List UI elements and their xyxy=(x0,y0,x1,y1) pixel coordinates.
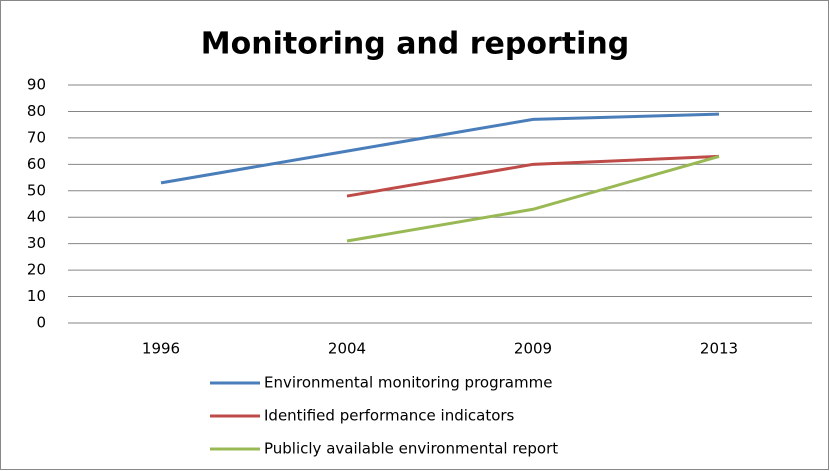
legend-label: Environmental monitoring programme xyxy=(264,374,552,392)
x-tick-label: 1996 xyxy=(142,340,180,358)
y-tick-label: 80 xyxy=(27,102,46,120)
y-tick-label: 30 xyxy=(27,234,46,252)
legend-label: Publicly available environmental report xyxy=(264,440,558,458)
series-line xyxy=(346,154,720,198)
series-line xyxy=(346,154,720,243)
series-line xyxy=(160,112,720,185)
y-tick-label: 50 xyxy=(27,181,46,199)
x-tick-label: 2009 xyxy=(514,340,552,358)
y-tick-label: 10 xyxy=(27,287,46,305)
legend-label: Identified performance indicators xyxy=(264,407,515,425)
y-tick-label: 60 xyxy=(27,155,46,173)
y-tick-label: 90 xyxy=(27,76,46,94)
y-tick-label: 40 xyxy=(27,208,46,226)
y-tick-label: 0 xyxy=(36,314,46,332)
chart-title: Monitoring and reporting xyxy=(201,27,629,62)
y-tick-label: 70 xyxy=(27,128,46,146)
y-tick-label: 20 xyxy=(27,261,46,279)
x-tick-label: 2013 xyxy=(700,340,738,358)
x-tick-label: 2004 xyxy=(328,340,366,358)
